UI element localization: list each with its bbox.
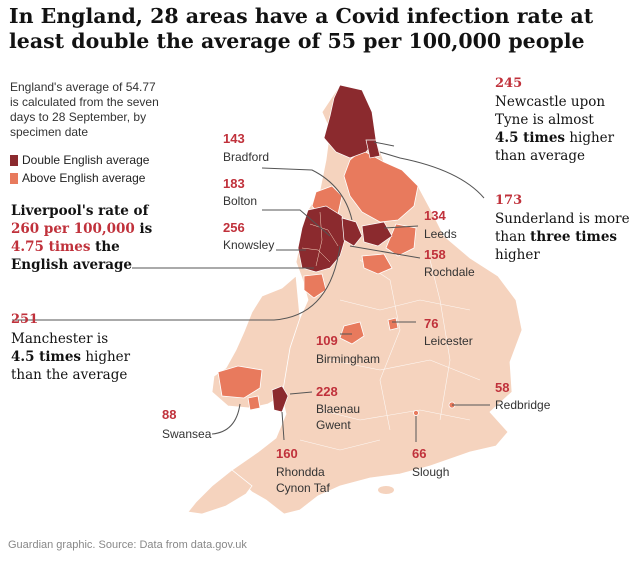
cornwall-base-region [187,469,253,515]
bolton-name: Bolton [223,194,258,208]
redbridge-value: 58 [495,380,510,395]
blaenau-leader [289,391,313,395]
bradford-value: 143 [223,131,245,146]
knowsley-name: Knowsley [223,238,275,252]
knowsley-value: 256 [223,220,245,235]
leeds-value: 134 [424,208,446,223]
manchester-times: 4.5 times [11,349,82,365]
blaenau-name-1: Blaenau [316,402,361,416]
bradford-name: Bradford [223,150,270,164]
liverpool-is: is [134,221,153,237]
manchester-line-1: Manchester is [11,331,109,347]
blaenau-value: 228 [316,384,338,399]
sunderland-value: 173 [495,193,523,208]
newcastle-leader [379,151,485,199]
redbridge-name: Redbridge [495,398,551,412]
legend-above-label: Above English average [22,171,146,185]
above-average-areas [217,149,456,416]
sunderland-line-3: higher [495,247,540,263]
intro-text: England's average of 54.77 is calculated… [10,80,159,140]
source-credit: Guardian graphic. Source: Data from data… [8,539,247,551]
rochdale-name: Rochdale [424,265,475,279]
legend-double-swatch [10,155,18,166]
liverpool-times: 4.75 times [11,239,91,255]
rhondda-leader [281,411,285,441]
intro-line-4: specimen date [10,125,89,139]
legend-above-swatch [10,173,18,184]
bolton-value: 183 [223,176,245,191]
leeds-leader [383,225,419,229]
rhondda-value: 160 [276,446,298,461]
bolton-leader [262,209,331,237]
newcastle-line-1: Newcastle upon [495,94,606,110]
newcastle-higher: higher [565,130,615,146]
legend-double-label: Double English average [22,153,150,167]
manchester-higher: higher [81,349,131,365]
manchester-line-3: than the average [11,367,128,383]
intro-line-1: England's average of 54.77 [10,80,156,94]
swansea-leader [211,403,241,435]
leicester-value: 76 [424,316,439,331]
liverpool-rate: 260 per 100,000 [11,221,135,237]
intro-line-3: days to 28 September, by [10,110,147,124]
slough-name: Slough [412,465,450,479]
birmingham-name: Birmingham [316,352,381,366]
rochdale-leader [349,245,421,259]
liverpool-the: the [90,239,120,255]
manchester-value: 251 [11,312,39,327]
leader-lines [12,141,490,442]
sunderland-callout: Sunderland is more than three times high… [495,210,630,264]
blaenau-name-2: Gwent [316,418,351,432]
newcastle-times: 4.5 times [495,130,566,146]
sunderland-line-1: Sunderland is more [495,211,630,227]
area-borders [299,259,481,451]
manchester-callout: Manchester is 4.5 times higher than the … [11,330,130,384]
newcastle-line-2: Tyne is almost [495,112,594,128]
newcastle-line-4: than average [495,148,585,164]
leicester-name: Leicester [424,334,473,348]
rochdale-value: 158 [424,247,446,262]
manchester-leader [12,245,341,321]
rhondda-name-1: Rhondda [276,465,325,479]
rhondda-name-2: Cynon Taf [276,481,330,495]
intro-line-2: is calculated from the seven [10,95,159,109]
swansea-name: Swansea [162,427,212,441]
isle-of-wight [378,486,394,494]
birmingham-value: 109 [316,333,338,348]
liverpool-line-4: English average [11,257,132,273]
sunderland-leader [373,141,395,147]
sunderland-times: three times [530,229,618,245]
liverpool-boroughs-borders [301,211,339,267]
sunderland-than: than [495,229,531,245]
newcastle-callout: Newcastle upon Tyne is almost 4.5 times … [495,93,614,165]
bradford-leader [261,167,353,221]
liverpool-callout: Liverpool's rate of 260 per 100,000 is 4… [11,202,152,274]
liverpool-line-1: Liverpool's rate of [11,203,149,219]
leeds-name: Leeds [424,227,457,241]
swansea-value: 88 [162,407,177,422]
slough-value: 66 [412,446,427,461]
page-title: In England, 28 areas have a Covid infect… [9,4,594,53]
newcastle-value: 245 [495,76,523,91]
